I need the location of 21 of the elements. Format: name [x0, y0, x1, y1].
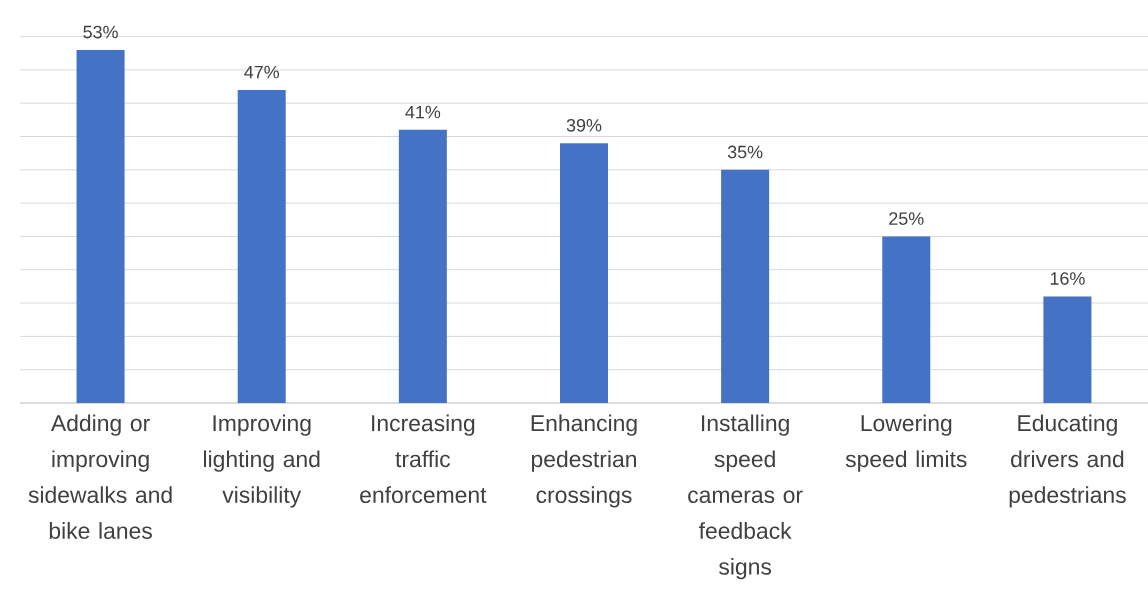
data-label: 47% [244, 65, 280, 79]
bar [559, 143, 608, 403]
data-label: 53% [83, 25, 118, 39]
x-tick-label: Improving lighting and visibility [204, 414, 320, 508]
x-tick-label: Enhancing pedestrian crossings [531, 414, 637, 508]
data-label: 16% [1050, 272, 1085, 285]
bar [76, 49, 125, 403]
data-label: 35% [727, 145, 763, 159]
bar [882, 236, 931, 403]
bar [1043, 296, 1092, 403]
x-tick-label: Lowering speed limits [845, 414, 967, 472]
x-tick-label: Increasing traffic enforcement [360, 414, 487, 504]
x-tick-label: Educating drivers and pedestrians [1009, 414, 1126, 508]
data-label: 41% [405, 105, 441, 119]
bar [721, 169, 770, 403]
bar [398, 129, 447, 403]
x-tick-label: Adding or improving sidewalks and bike lanes [28, 414, 172, 539]
data-label: 39% [566, 118, 602, 132]
x-tick-label: Installing speed cameras or feedback signs [688, 414, 803, 580]
bar [237, 89, 286, 403]
data-label: 25% [889, 212, 924, 225]
